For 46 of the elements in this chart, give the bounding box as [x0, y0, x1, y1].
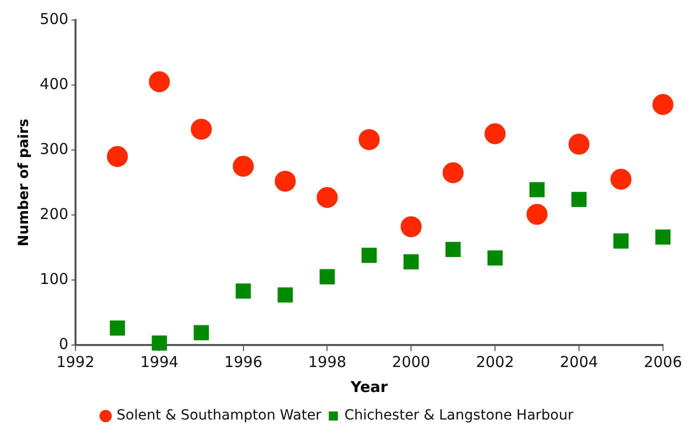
y-axis-title: Number of pairs [16, 118, 32, 246]
legend-label: Solent & Southampton Water [116, 408, 322, 424]
x-axis-title: Year [350, 378, 388, 396]
x-tick-label: 2000 [392, 352, 430, 371]
point [613, 233, 629, 249]
y-tick-label: 300 [40, 140, 68, 158]
point [278, 287, 293, 303]
x-tick-label: 1992 [56, 352, 95, 371]
point [484, 123, 506, 144]
point [446, 242, 461, 258]
point [362, 248, 377, 263]
point [152, 335, 167, 351]
point [232, 156, 254, 177]
point [110, 320, 125, 336]
legend-label: Chichester & Langstone Harbour [344, 408, 574, 424]
point [320, 269, 335, 284]
y-tick-label: 500 [40, 10, 68, 28]
x-tick-label: 1996 [224, 352, 262, 371]
point [148, 71, 170, 92]
x-tick-label: 1994 [140, 352, 178, 371]
y-tick-label: 400 [40, 74, 68, 93]
x-tick-label: 2002 [476, 352, 514, 371]
point [652, 94, 674, 115]
point [655, 230, 670, 245]
point [571, 192, 587, 207]
y-tick-label: 100 [40, 270, 68, 288]
point [404, 254, 419, 270]
point [526, 204, 548, 225]
x-tick-label: 2004 [560, 352, 598, 371]
point [194, 325, 209, 340]
point [190, 118, 212, 140]
point [568, 134, 590, 155]
y-tick-label: 200 [40, 204, 68, 223]
point [236, 283, 251, 299]
point [274, 170, 296, 192]
point [106, 146, 128, 167]
x-tick-label: 1998 [308, 352, 346, 371]
y-tick-label: 0 [58, 334, 68, 353]
point [400, 216, 422, 238]
point [487, 250, 503, 266]
point [316, 186, 338, 208]
point [442, 162, 464, 184]
x-tick-label: 2006 [644, 352, 682, 371]
point [610, 168, 632, 190]
point [529, 182, 545, 198]
point [358, 129, 380, 150]
